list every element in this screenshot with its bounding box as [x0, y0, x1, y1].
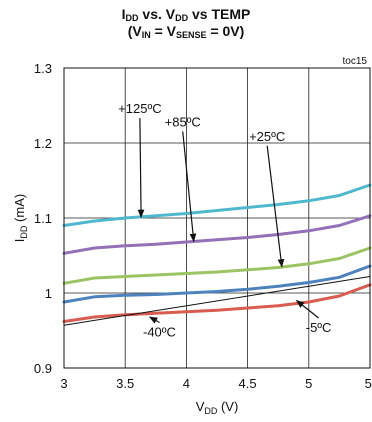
y-tick-label: 1	[45, 286, 52, 301]
annotation-label: +25ºC	[249, 129, 285, 144]
y-axis-label-unit: (mA)	[12, 194, 27, 226]
annotation-label: -5ºC	[306, 320, 332, 335]
series-line	[62, 283, 372, 323]
series-group	[62, 183, 372, 326]
annotation-arrow	[295, 299, 319, 319]
x-tick-label: 4.5	[239, 376, 257, 391]
plot-frame	[63, 67, 371, 369]
y-tick-label: 1.3	[34, 61, 52, 76]
title-vs-vdd: vs. V	[138, 6, 176, 22]
figure-code: toc15	[343, 56, 368, 67]
y-tick-label: 1.2	[34, 136, 52, 151]
annotation-group: +125ºC +85ºC +25ºC -40ºC -5ºC	[118, 101, 331, 340]
title-vs-temp: vs TEMP	[188, 6, 251, 22]
title-dd-sub: DD	[125, 13, 139, 23]
x-tick-label: 5.	[365, 376, 372, 391]
chart-subtitle: (VIN = VSENSE = 0V)	[0, 23, 372, 44]
y-tick-label: 1.1	[34, 211, 52, 226]
annotation-label: -40ºC	[143, 325, 176, 340]
x-axis-label: VDD (V)	[196, 399, 239, 416]
subtitle-close: = 0V)	[206, 23, 245, 39]
reference-line	[63, 276, 371, 326]
y-axis-label-sub: DD	[19, 225, 29, 238]
annotation-arrow	[182, 131, 197, 243]
x-tick-label: 5	[305, 376, 312, 391]
x-axis-label-unit: (V)	[217, 399, 238, 414]
annotation-arrow	[266, 145, 285, 268]
subtitle-in-sub: IN	[141, 30, 151, 40]
title-vdd-sub: DD	[175, 13, 189, 23]
subtitle-sense-sub: SENSE	[176, 30, 207, 40]
annotation-label: +85ºC	[165, 115, 201, 130]
annotation-arrow	[148, 316, 160, 324]
annotation-label: +125ºC	[118, 101, 161, 116]
tick-labels: 3 3.5 4 4.5 5 5. 0.9 1 1.1 1.2 1.3	[34, 61, 372, 391]
series-line	[62, 214, 372, 255]
subtitle-open: (V	[127, 23, 142, 39]
x-tick-label: 3	[60, 376, 67, 391]
y-tick-label: 0.9	[34, 361, 52, 376]
x-tick-label: 3.5	[116, 376, 134, 391]
title-i: I	[121, 6, 126, 22]
x-axis-label-main: V	[196, 399, 205, 414]
subtitle-eq: = V	[150, 23, 177, 39]
y-axis-label-main: I	[12, 239, 27, 243]
series-line	[62, 246, 372, 285]
series-line	[62, 264, 372, 304]
chart-title: IDD vs. VDD vs TEMP	[0, 6, 372, 27]
x-tick-label: 4	[183, 376, 190, 391]
y-axis-label: IDD (mA)	[12, 194, 29, 242]
annotation-arrow	[137, 117, 145, 219]
series-line	[62, 183, 372, 227]
x-axis-label-sub: DD	[204, 406, 217, 416]
grid-lines	[64, 68, 370, 368]
